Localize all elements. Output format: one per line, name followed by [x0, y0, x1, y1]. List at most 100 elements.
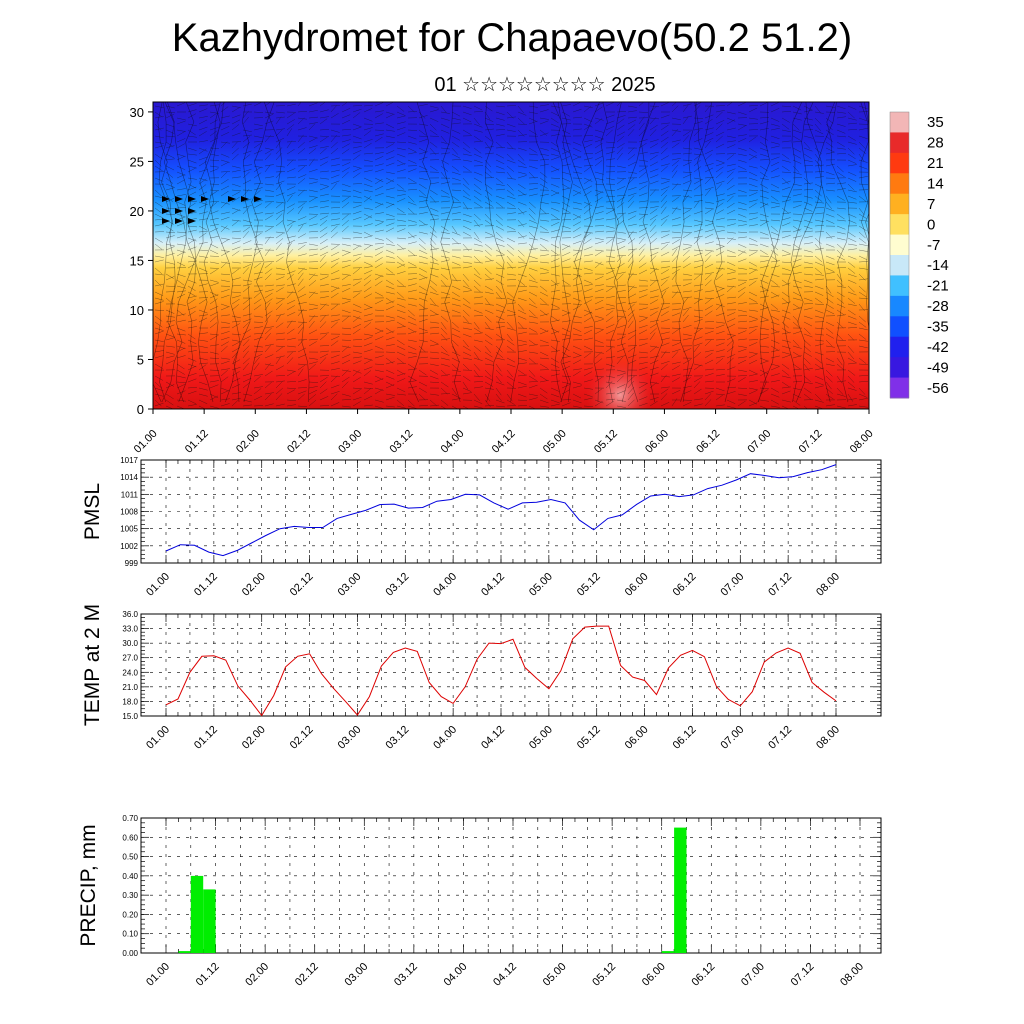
wind-barb	[759, 183, 768, 189]
wind-barb	[539, 120, 549, 125]
wind-barb	[660, 311, 669, 317]
wind-barb	[781, 405, 790, 409]
wind-barb	[341, 196, 350, 203]
wind-barb	[418, 255, 428, 259]
panel-x-tick-label: 06.00	[623, 571, 651, 599]
wind-barb	[583, 311, 593, 317]
wind-barb	[825, 333, 834, 339]
wind-barb	[803, 207, 813, 212]
wind-barb	[539, 104, 549, 107]
wind-barb	[451, 291, 460, 297]
wind-barb	[220, 153, 230, 158]
wind-barb	[341, 189, 351, 193]
wind-barb	[704, 399, 712, 407]
wind-barb	[605, 209, 615, 215]
wind-barb	[550, 273, 560, 277]
wind-barb	[242, 225, 253, 227]
wind-barb	[517, 265, 527, 269]
wind-barb	[319, 350, 329, 353]
wind-barb	[253, 142, 262, 149]
wind-barb	[561, 356, 571, 359]
wind-barb	[616, 115, 626, 119]
wind-barb	[572, 102, 582, 107]
wind-barb	[847, 279, 857, 284]
wind-barb	[154, 330, 164, 335]
wind-barb	[836, 357, 843, 366]
wind-barb	[473, 231, 480, 240]
wind-barb	[396, 261, 406, 267]
wind-barb	[484, 219, 493, 226]
wind-barb	[253, 212, 263, 215]
wind-barb	[627, 249, 635, 257]
wind-barb	[363, 388, 372, 395]
wind-barb	[726, 333, 736, 336]
wind-barb	[539, 261, 549, 264]
wind-barb	[319, 353, 329, 359]
wind-barb	[682, 243, 692, 246]
wind-barb	[275, 140, 282, 149]
wind-barb	[418, 339, 428, 343]
wind-barb	[583, 317, 592, 323]
wind-barb	[253, 172, 262, 179]
wind-barb	[715, 120, 725, 125]
wind-barb	[330, 251, 340, 257]
wind-barb	[286, 404, 296, 407]
wind-barb	[297, 178, 306, 185]
panel-x-tick-label: 06.00	[640, 961, 668, 989]
wind-barb	[814, 343, 824, 347]
wind-barb	[506, 279, 517, 281]
wind-barb	[693, 184, 702, 191]
panel-minor-ticks	[141, 613, 881, 717]
wind-barb	[297, 189, 308, 192]
wind-barb	[253, 298, 262, 305]
wind-barb	[198, 267, 208, 272]
wind-barb	[649, 381, 659, 384]
wind-barb	[330, 258, 340, 263]
wind-barb	[572, 333, 582, 336]
wind-barb	[737, 134, 747, 137]
wind-barb	[209, 183, 220, 185]
wind-barb	[506, 405, 517, 407]
wind-barb	[726, 391, 736, 395]
wind-barb	[341, 359, 351, 365]
wind-barb	[770, 243, 779, 250]
wind-barb	[715, 303, 725, 307]
wind-barb	[165, 285, 176, 287]
wind-barb	[814, 183, 824, 189]
wind-barb	[374, 405, 384, 409]
wind-barb	[792, 291, 802, 297]
wind-barb	[330, 375, 338, 383]
wind-barb	[682, 368, 692, 371]
wind-barb	[209, 119, 219, 125]
wind-barb	[473, 332, 483, 335]
wind-barb	[660, 287, 669, 293]
wind-barb	[726, 267, 736, 272]
wind-barb	[374, 185, 384, 191]
wind-barb	[231, 176, 241, 179]
wind-barb	[825, 123, 833, 131]
wind-barb	[275, 332, 285, 335]
wind-barb	[495, 273, 505, 278]
wind-barb	[682, 375, 693, 377]
wind-barb	[517, 223, 527, 227]
wind-barb	[583, 178, 592, 185]
wind-barb	[858, 339, 868, 342]
panel-x-tick-label: 04.12	[479, 571, 507, 599]
wind-barb	[374, 263, 383, 269]
wind-barb	[616, 315, 626, 318]
wind-barb	[462, 333, 472, 338]
wind-barb	[473, 327, 482, 334]
wind-barb	[814, 195, 823, 202]
wind-barb	[561, 111, 571, 117]
wind-barb	[242, 267, 250, 275]
wind-barb	[594, 351, 604, 354]
wind-barb	[517, 369, 526, 376]
wind-barb	[572, 274, 581, 281]
wind-barb	[242, 304, 251, 311]
wind-barb	[418, 291, 428, 296]
wind-barb	[374, 110, 384, 113]
wind-barb	[451, 303, 461, 307]
wind-barb	[660, 122, 670, 125]
wind-barb	[814, 333, 824, 336]
wind-barb	[748, 315, 758, 320]
